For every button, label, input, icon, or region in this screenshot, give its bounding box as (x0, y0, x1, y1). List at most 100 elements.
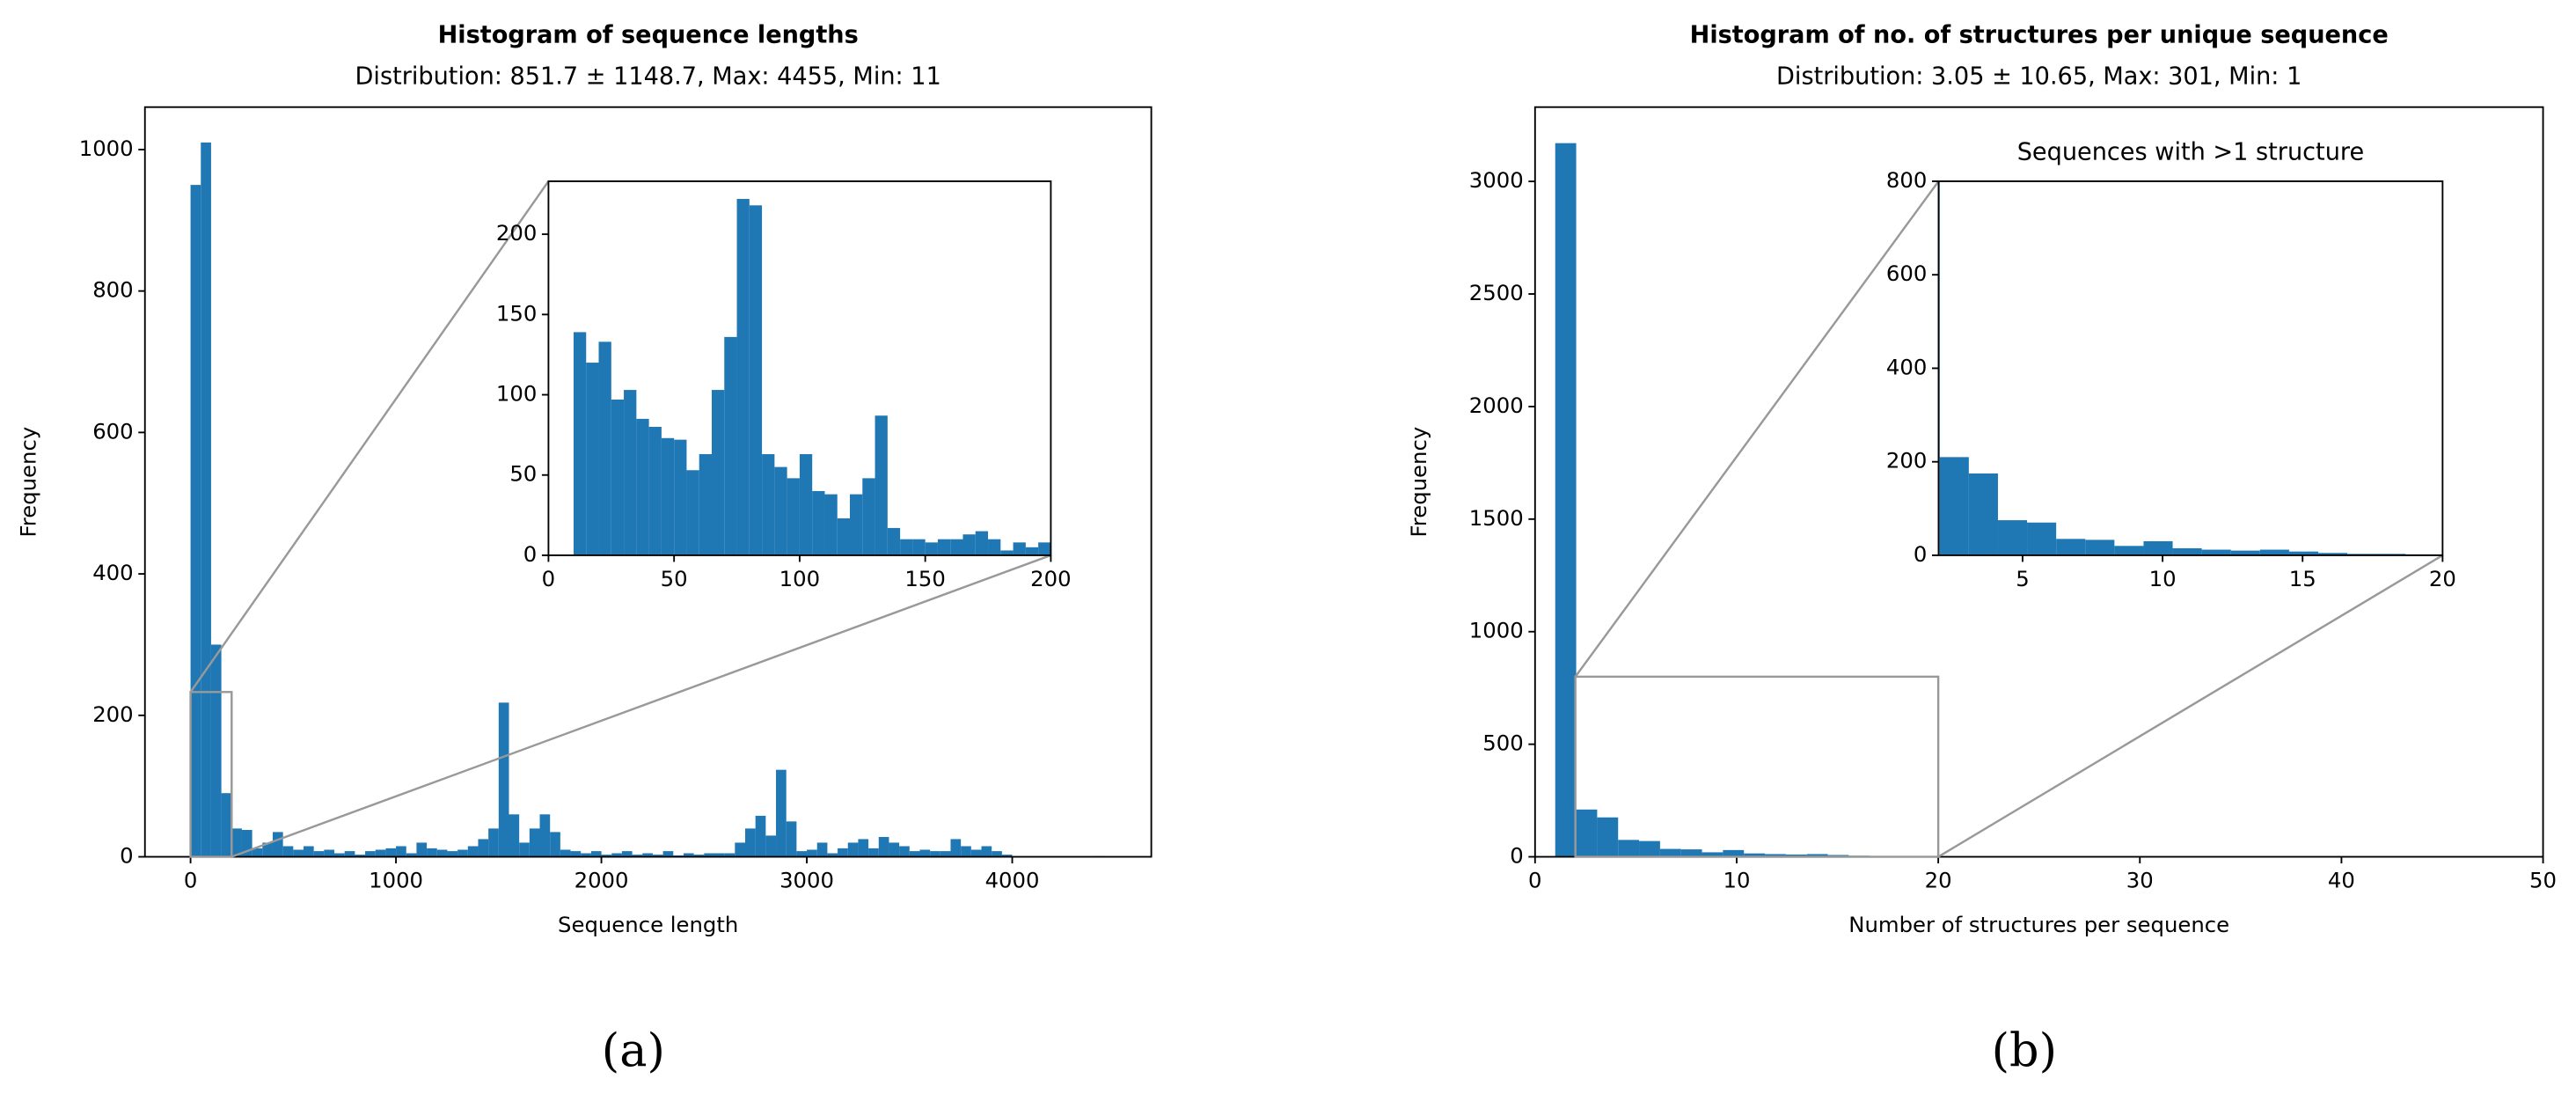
y-tick-label: 3000 (1469, 167, 1524, 193)
bar (1000, 550, 1014, 555)
y-tick-label: 400 (1886, 354, 1927, 379)
bar (2114, 546, 2144, 555)
bar (519, 842, 530, 857)
x-tick-label: 200 (1030, 566, 1071, 591)
zoom-box (1574, 675, 1940, 858)
bar (850, 494, 863, 555)
bar (755, 815, 766, 857)
bar (652, 855, 663, 857)
bar (1597, 817, 1619, 857)
bar (683, 853, 694, 857)
bar (611, 400, 625, 555)
bar (909, 851, 920, 857)
y-tick-label: 200 (496, 220, 537, 246)
bar (1025, 547, 1039, 555)
bar (950, 539, 963, 555)
x-tick-label: 10 (2149, 566, 2177, 591)
bar (699, 454, 712, 555)
bar (231, 828, 242, 857)
bar (2027, 522, 2057, 555)
bar (590, 851, 602, 857)
bar (2259, 549, 2289, 555)
bar (365, 851, 376, 857)
subfigure-caption: (b) (1992, 1024, 2057, 1078)
bar (745, 828, 756, 857)
zoom-connector (1937, 554, 2443, 858)
bar (1555, 143, 1577, 857)
y-axis-label: Frequency (16, 427, 41, 538)
x-tick-label: 15 (2289, 566, 2316, 591)
bar (988, 539, 1001, 555)
zoom-connector (189, 180, 550, 693)
bar (252, 848, 263, 857)
chart-subtitle: Distribution: 3.05 ± 10.65, Max: 301, Mi… (1776, 63, 2302, 91)
bar (1701, 852, 1723, 857)
y-tick-label: 1500 (1469, 505, 1524, 531)
bar (2056, 539, 2086, 555)
y-tick-label: 0 (1510, 843, 1523, 869)
y-tick-label: 200 (92, 701, 133, 727)
bar (416, 842, 428, 857)
bar (632, 855, 643, 857)
x-axis-label: Number of structures per sequence (1848, 912, 2229, 937)
bar (838, 848, 848, 857)
bar (447, 851, 458, 857)
bar (1639, 840, 1660, 857)
bar (1618, 840, 1640, 857)
bar (940, 851, 951, 857)
bar (711, 390, 725, 555)
inset-background (1938, 180, 2443, 555)
bar (539, 814, 551, 857)
bars (1555, 143, 1954, 857)
bar (786, 821, 797, 857)
x-tick-label: 2000 (574, 868, 629, 893)
bar (816, 842, 828, 857)
bar (900, 539, 913, 555)
bar (1659, 848, 1681, 857)
y-tick-label: 1000 (79, 136, 134, 161)
bar (344, 851, 355, 857)
bar (962, 534, 976, 555)
zoom-box (189, 691, 233, 858)
y-axis-label: Frequency (1406, 427, 1431, 538)
bar (736, 199, 750, 555)
bar (693, 855, 705, 857)
bar (1001, 855, 1013, 857)
bar (919, 849, 931, 857)
bar (385, 848, 397, 857)
x-tick-label: 0 (184, 868, 197, 893)
bar (925, 542, 938, 555)
bar (1680, 849, 1702, 857)
bar (1939, 457, 1969, 555)
bar (210, 644, 222, 857)
bar (396, 846, 406, 857)
bar (601, 855, 612, 857)
bar (375, 849, 386, 857)
x-tick-label: 50 (661, 566, 688, 591)
bar (2085, 539, 2115, 555)
bar (621, 851, 633, 857)
bar (221, 793, 232, 857)
bar (912, 539, 926, 555)
bar (868, 848, 879, 857)
bar (878, 837, 889, 857)
bar (560, 849, 571, 857)
bar (573, 332, 587, 555)
inset-title: Sequences with >1 structure (2017, 139, 2364, 166)
bar (2201, 549, 2231, 555)
bar (812, 490, 825, 555)
y-tick-label: 2500 (1469, 280, 1524, 305)
bar (1744, 853, 1766, 857)
x-axis-label: Sequence length (558, 912, 738, 937)
bar (961, 846, 971, 857)
bar (636, 418, 649, 555)
bar (862, 478, 875, 555)
bar (686, 470, 699, 555)
plot-frame (143, 106, 1153, 858)
bar (624, 390, 637, 555)
bar (334, 853, 345, 857)
bar (1997, 520, 2028, 555)
bar (436, 849, 448, 857)
bar (827, 853, 838, 857)
